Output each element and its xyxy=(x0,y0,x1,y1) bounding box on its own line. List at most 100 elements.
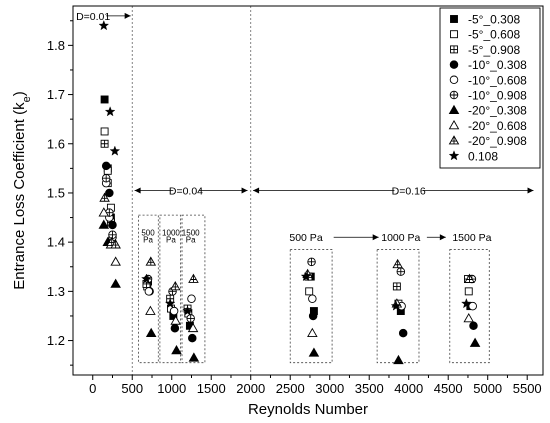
x-tick-label: 4500 xyxy=(434,381,463,396)
legend-marker xyxy=(449,90,459,100)
y-tick-label: 1.5 xyxy=(47,185,65,200)
legend-label: -5°_0.308 xyxy=(468,13,520,27)
box-d004-1500pa xyxy=(181,214,206,364)
y-tick-label: 1.2 xyxy=(47,333,65,348)
data-point xyxy=(464,273,475,283)
x-tick-label: 500 xyxy=(121,381,143,396)
series-2 xyxy=(100,127,473,318)
series-3 xyxy=(100,139,472,313)
annotation-label: 1500 Pa xyxy=(452,232,491,244)
y-tick-label: 1.8 xyxy=(47,38,65,53)
data-point xyxy=(308,294,317,303)
data-point xyxy=(186,314,195,323)
y-axis-title-subscript: e xyxy=(21,96,33,102)
plot-frame xyxy=(72,5,544,376)
data-point xyxy=(187,294,196,303)
x-tick-label: 5000 xyxy=(473,381,502,396)
data-point xyxy=(100,127,109,136)
data-point xyxy=(463,313,475,323)
d001-right-arrow-head xyxy=(124,12,131,19)
legend-marker xyxy=(448,135,460,145)
y-axis-title-close: ) xyxy=(11,91,28,96)
data-point xyxy=(99,192,110,202)
legend-label: -10°_0.308 xyxy=(468,58,527,72)
series-1 xyxy=(100,95,475,330)
x-tick-label: 1500 xyxy=(197,381,226,396)
axes-layer: 0 500 1000 1500 2000 2500 3000 3500 4000 4500 5000… xyxy=(47,20,542,396)
data-point xyxy=(188,352,200,362)
box-d016-1000pa xyxy=(376,249,420,364)
legend-label: -20°_0.908 xyxy=(468,134,527,148)
legend-marker xyxy=(448,104,460,115)
legend-label: -10°_0.908 xyxy=(468,89,527,103)
data-point xyxy=(308,311,318,321)
data-point xyxy=(164,298,176,309)
series-7 xyxy=(98,219,481,365)
data-point xyxy=(145,327,157,338)
box-d016-500pa xyxy=(289,249,333,364)
series-10 xyxy=(98,20,472,316)
x-tick-label: 4000 xyxy=(394,381,423,396)
data-point xyxy=(307,257,316,267)
data-point xyxy=(393,354,404,365)
y-tick-label: 1.6 xyxy=(47,136,65,151)
series-5 xyxy=(101,178,477,316)
data-point xyxy=(170,324,180,333)
legend-marker xyxy=(449,60,459,69)
data-point xyxy=(396,267,406,276)
data-point xyxy=(398,328,408,338)
data-point xyxy=(171,344,182,355)
data-point xyxy=(110,278,121,288)
data-point xyxy=(110,256,121,266)
x-tick-label: 0 xyxy=(89,381,96,396)
legend-label: -20°_0.308 xyxy=(468,104,527,118)
x-axis-title: Reynolds Number xyxy=(248,401,368,418)
data-point xyxy=(104,106,116,117)
series-4 xyxy=(101,161,478,343)
legend-label: -20°_0.608 xyxy=(468,119,527,133)
annotation-label: Pa xyxy=(166,236,176,245)
d016-left-arrow-head xyxy=(253,187,260,194)
annotation-label: D=0.01 xyxy=(76,11,110,23)
data-point xyxy=(188,333,197,343)
legend: -5°_0.308-5°_0.608-5°_0.908-10°_0.308 -10… xyxy=(439,7,541,169)
x-tick-label: 2500 xyxy=(276,381,305,396)
data-point xyxy=(101,161,111,171)
data-point xyxy=(100,139,109,148)
legend-label: 0.108 xyxy=(468,149,498,163)
data-point xyxy=(108,230,117,240)
annotation-label: D=0.04 xyxy=(169,186,203,198)
d004-left-arrow-head xyxy=(134,187,141,194)
data-point xyxy=(390,300,402,311)
annotation-label: 1000 Pa xyxy=(381,232,420,244)
data-point xyxy=(144,287,154,296)
data-point xyxy=(464,287,473,296)
data-point xyxy=(469,337,481,347)
data-point xyxy=(170,315,181,325)
data-point xyxy=(141,273,152,284)
y-tick-label: 1.3 xyxy=(47,284,65,299)
data-point xyxy=(169,306,179,316)
legend-label: -5°_0.908 xyxy=(468,43,520,57)
data-point xyxy=(305,287,314,296)
data-point xyxy=(182,305,193,316)
pa500-arrow-head xyxy=(372,234,379,241)
legend-marker xyxy=(449,75,459,85)
box-d004-500pa xyxy=(138,214,159,364)
series-8 xyxy=(98,207,475,338)
data-point xyxy=(108,220,117,230)
y-tick-label: 1.4 xyxy=(47,235,65,250)
legend-label: -5°_0.608 xyxy=(468,28,520,42)
legend-marker xyxy=(448,150,460,161)
data-point xyxy=(105,188,114,198)
annotation-label: 1500 xyxy=(182,228,200,237)
y-axis-title-main: Entrance Loss Coefficient (k xyxy=(11,102,28,290)
annotation-label: Pa xyxy=(186,236,196,245)
y-axis-title: Entrance Loss Coefficient (ke) xyxy=(11,91,33,289)
data-point xyxy=(392,282,401,291)
data-point xyxy=(392,258,403,269)
x-tick-label: 2000 xyxy=(236,381,265,396)
annotation-label: 1000 xyxy=(162,228,180,237)
